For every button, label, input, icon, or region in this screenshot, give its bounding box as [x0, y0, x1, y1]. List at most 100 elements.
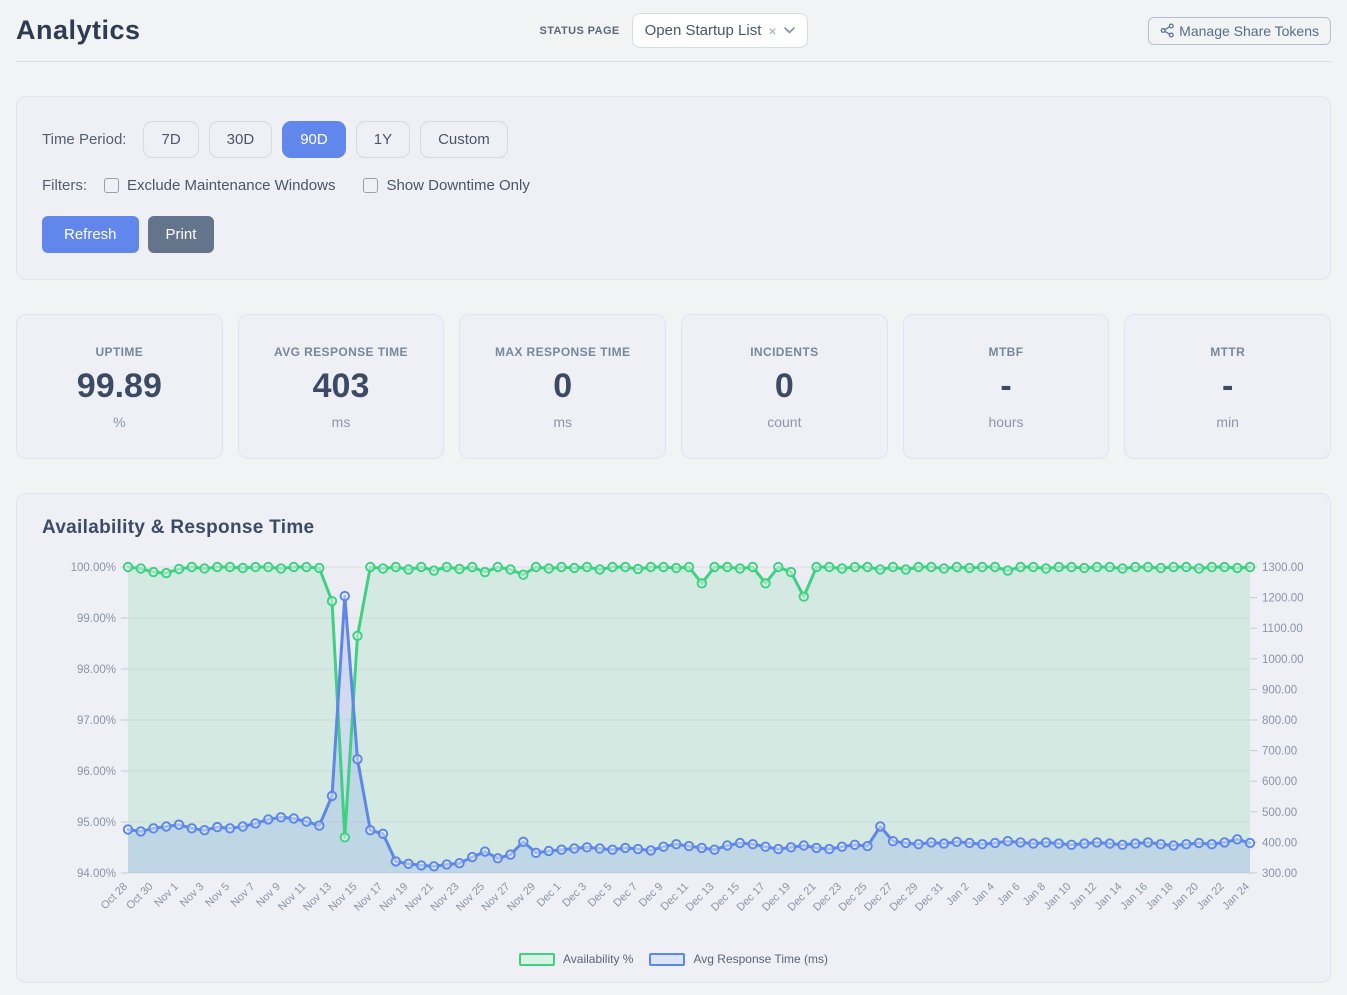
left-axis-labels: 100.00% 99.00% 98.00% 97.00% 96.00% 95.00% 94.…: [71, 562, 128, 880]
svg-text:95.00%: 95.00%: [77, 817, 116, 829]
legend-swatch: [519, 952, 555, 966]
svg-text:1100.00: 1100.00: [1262, 623, 1303, 635]
svg-text:Jan 20: Jan 20: [1169, 881, 1201, 913]
stat-value: 403: [312, 367, 370, 405]
svg-text:Nov 29: Nov 29: [505, 881, 538, 914]
manage-share-tokens-button[interactable]: Manage Share Tokens: [1148, 16, 1332, 45]
stat-card-uptime: UPTIME 99.89%: [16, 314, 223, 459]
legend-label: Avg Response Time (ms): [693, 952, 828, 966]
svg-text:Jan 18: Jan 18: [1144, 881, 1176, 913]
print-button[interactable]: Print: [147, 216, 215, 253]
manage-share-tokens-label: Manage Share Tokens: [1179, 22, 1320, 39]
svg-text:600.00: 600.00: [1262, 776, 1297, 788]
page-title: Analytics: [16, 15, 141, 45]
filters-label: Filters:: [42, 177, 87, 194]
svg-text:1200.00: 1200.00: [1262, 593, 1304, 605]
svg-text:100.00%: 100.00%: [71, 562, 116, 574]
svg-text:1300.00: 1300.00: [1262, 562, 1304, 574]
chart-title: Availability & Response Time: [42, 517, 315, 538]
refresh-button[interactable]: Refresh: [42, 216, 139, 253]
svg-text:500.00: 500.00: [1262, 807, 1297, 819]
svg-text:Jan 2: Jan 2: [944, 881, 972, 909]
checkbox-label: Exclude Maintenance Windows: [127, 177, 336, 194]
stat-label: INCIDENTS: [750, 345, 819, 359]
chart-legend: Availability % Avg Response Time (ms): [42, 952, 1305, 966]
time-period-button-30d[interactable]: 30D: [208, 121, 273, 158]
filter-checkbox-group-1[interactable]: Show Downtime Only: [363, 177, 530, 194]
chart-card: Availability & Response Time 100.00% 99.0…: [16, 493, 1331, 983]
svg-text:Dec 1: Dec 1: [535, 881, 564, 910]
svg-text:Dec 31: Dec 31: [913, 881, 946, 914]
response-points: [122, 590, 1256, 872]
svg-text:Jan 10: Jan 10: [1042, 881, 1074, 913]
stat-value: 99.89: [76, 367, 162, 405]
svg-text:Jan 6: Jan 6: [995, 881, 1023, 909]
time-period-button-1y[interactable]: 1Y: [355, 121, 411, 158]
availability-area: [128, 567, 1250, 873]
svg-text:Nov 1: Nov 1: [152, 881, 181, 910]
stat-card-mttr: MTTR - min: [1124, 314, 1332, 459]
stat-unit: %: [113, 414, 126, 430]
stat-value: 0: [553, 367, 573, 405]
clear-selection-icon[interactable]: ×: [768, 22, 777, 39]
svg-text:800.00: 800.00: [1262, 715, 1297, 727]
chart-svg: 100.00% 99.00% 98.00% 97.00% 96.00% 95.00% 94.…: [71, 561, 1304, 914]
svg-text:Dec 3: Dec 3: [560, 881, 589, 910]
filter-checkboxes: Exclude Maintenance Windows Show Downtime…: [104, 177, 558, 194]
svg-text:Jan 24: Jan 24: [1220, 881, 1252, 913]
svg-text:96.00%: 96.00%: [77, 766, 116, 778]
checkbox-icon[interactable]: [363, 178, 379, 193]
svg-text:Jan 16: Jan 16: [1118, 881, 1150, 913]
svg-text:94.00%: 94.00%: [77, 868, 116, 880]
svg-text:Dec 5: Dec 5: [586, 881, 615, 910]
share-icon: [1160, 23, 1175, 38]
svg-text:400.00: 400.00: [1262, 837, 1297, 849]
svg-text:Oct 30: Oct 30: [124, 881, 155, 912]
stat-label: MAX RESPONSE TIME: [494, 345, 631, 359]
legend-item-1: Avg Response Time (ms): [649, 952, 828, 966]
chevron-down-icon: [783, 27, 795, 34]
checkbox-icon[interactable]: [104, 178, 119, 193]
stat-value: -: [1222, 367, 1234, 405]
stat-unit: ms: [331, 414, 351, 430]
svg-text:300.00: 300.00: [1262, 868, 1297, 880]
filters-row: Filters: Exclude Maintenance Windows Show…: [42, 177, 1305, 194]
checkbox-label: Show Downtime Only: [386, 177, 530, 194]
filters-panel: Time Period: 7D 30D 90D 1Y Custom Filters: E…: [16, 96, 1331, 280]
svg-text:99.00%: 99.00%: [77, 613, 116, 625]
svg-text:97.00%: 97.00%: [77, 715, 116, 727]
header-left: Analytics: [16, 15, 539, 46]
stat-unit: ms: [553, 414, 573, 430]
svg-text:Nov 7: Nov 7: [229, 881, 258, 910]
svg-text:700.00: 700.00: [1262, 746, 1297, 758]
stat-label: MTTR: [1210, 345, 1246, 359]
header: Analytics STATUS PAGE Open Startup List …: [16, 0, 1332, 62]
status-page-label: STATUS PAGE: [539, 24, 620, 37]
time-period-button-90d[interactable]: 90D: [282, 121, 346, 158]
header-right: Manage Share Tokens: [808, 16, 1332, 45]
time-period-buttons: 7D 30D 90D 1Y Custom: [143, 121, 517, 158]
time-period-button-7d[interactable]: 7D: [143, 121, 199, 158]
stat-value: -: [1000, 367, 1012, 405]
stat-card-mtbf: MTBF - hours: [902, 314, 1110, 459]
time-period-button-custom[interactable]: Custom: [420, 121, 508, 158]
svg-text:Nov 3: Nov 3: [178, 881, 207, 910]
stat-label: AVG RESPONSE TIME: [274, 345, 408, 359]
time-period-label: Time Period:: [42, 131, 127, 148]
status-page-select[interactable]: Open Startup List ×: [631, 13, 808, 48]
filter-checkbox-group-0[interactable]: Exclude Maintenance Windows: [104, 177, 335, 194]
svg-text:Jan 14: Jan 14: [1093, 881, 1125, 913]
legend-item-0: Availability %: [519, 952, 633, 966]
stat-card-max-response-time: MAX RESPONSE TIME 0 ms: [459, 314, 667, 459]
svg-text:Jan 12: Jan 12: [1067, 881, 1099, 913]
svg-text:Nov 5: Nov 5: [203, 881, 232, 910]
availability-points: [122, 561, 1256, 843]
stat-label: UPTIME: [95, 345, 144, 359]
filter-actions: Refresh Print: [42, 216, 1305, 253]
status-page-selected-value: Open Startup List: [644, 22, 762, 39]
header-center: STATUS PAGE Open Startup List ×: [539, 13, 808, 48]
stat-value: 0: [774, 367, 794, 405]
stat-unit: hours: [988, 414, 1024, 430]
availability-response-chart: 100.00% 99.00% 98.00% 97.00% 96.00% 95.00% 94.…: [42, 553, 1305, 950]
